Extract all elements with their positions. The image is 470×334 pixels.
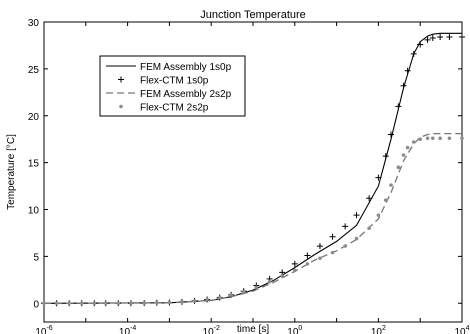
legend-label: FEM Assembly 2s2p	[140, 89, 232, 100]
data-point	[343, 244, 347, 248]
data-point	[155, 300, 159, 305]
y-axis-label: Temperature [°C]	[6, 134, 17, 210]
y-tick-label: 0	[33, 299, 39, 310]
data-point	[418, 137, 423, 141]
data-point	[375, 174, 382, 181]
data-point	[400, 82, 407, 89]
data-point	[305, 262, 310, 266]
y-tick-label: 20	[28, 112, 40, 123]
data-point	[342, 223, 349, 230]
series-3	[43, 132, 462, 304]
data-point	[366, 195, 373, 202]
data-point	[429, 34, 436, 41]
x-tick-label: 104	[454, 325, 469, 334]
data-point	[79, 301, 84, 306]
data-point	[103, 301, 108, 306]
x-tick-label: 10-4	[119, 325, 136, 334]
data-point	[460, 136, 464, 141]
data-point	[424, 36, 431, 43]
data-point	[405, 145, 410, 150]
data-point	[354, 236, 359, 241]
data-point	[438, 136, 442, 141]
data-point	[67, 301, 71, 306]
data-point	[446, 34, 453, 40]
data-point	[129, 301, 133, 306]
series-4	[42, 136, 464, 306]
x-tick-label: 100	[287, 325, 302, 334]
data-point	[167, 300, 172, 305]
legend-swatch	[119, 104, 123, 109]
data-point	[447, 136, 452, 141]
x-axis-ticks: 10-6 10-4 10-2 100 102 104	[35, 22, 470, 334]
data-point	[217, 295, 222, 300]
data-point	[316, 243, 323, 250]
data-point	[404, 67, 411, 74]
data-point	[437, 34, 444, 40]
data-point	[389, 183, 393, 187]
data-point	[304, 252, 311, 259]
data-point	[395, 103, 402, 110]
data-point	[192, 299, 197, 303]
x-tick-label: 10-2	[203, 325, 220, 334]
legend-label: Flex-CTM 2s2p	[140, 103, 209, 114]
series-layer	[41, 32, 465, 307]
data-point	[330, 250, 335, 255]
data-point	[376, 213, 381, 217]
data-point	[291, 260, 298, 267]
data-point	[411, 140, 416, 144]
legend-swatch	[118, 76, 124, 83]
y-tick-label: 15	[28, 159, 40, 170]
data-point	[116, 301, 121, 306]
data-point	[293, 268, 297, 273]
legend-label: FEM Assembly 1s0p	[140, 62, 232, 73]
data-point	[353, 212, 360, 219]
data-point	[205, 297, 209, 302]
data-point	[267, 279, 272, 284]
y-tick-label: 10	[28, 206, 40, 217]
data-point	[396, 165, 401, 170]
y-tick-label: 5	[33, 252, 39, 263]
data-point	[387, 131, 394, 138]
data-point	[425, 136, 430, 141]
legend-label: Flex-CTM 1s0p	[140, 76, 209, 87]
data-point	[367, 226, 371, 231]
data-point	[229, 293, 233, 297]
x-tick-label: 102	[371, 325, 386, 334]
data-point	[54, 301, 59, 306]
data-point	[459, 34, 465, 40]
data-point	[383, 198, 388, 202]
y-tick-label: 30	[28, 18, 40, 29]
y-tick-label: 25	[28, 65, 40, 76]
x-tick-label: 10-6	[35, 325, 52, 334]
data-point	[180, 300, 184, 304]
x-axis-label: time [s]	[237, 324, 269, 334]
data-point	[42, 301, 46, 306]
data-point	[410, 50, 417, 57]
series-line	[43, 132, 462, 304]
chart-title: Junction Temperature	[200, 9, 306, 21]
data-point	[430, 136, 435, 141]
data-point	[417, 41, 424, 48]
legend: FEM Assembly 1s0p Flex-CTM 1s0p FEM Assemb…	[99, 55, 246, 117]
data-point	[92, 301, 97, 306]
data-point	[254, 285, 259, 290]
data-point	[401, 153, 406, 157]
data-point	[280, 274, 285, 278]
data-point	[329, 233, 336, 240]
data-point	[142, 301, 147, 305]
data-point	[241, 290, 246, 294]
data-point	[318, 256, 322, 261]
data-point	[382, 153, 389, 160]
